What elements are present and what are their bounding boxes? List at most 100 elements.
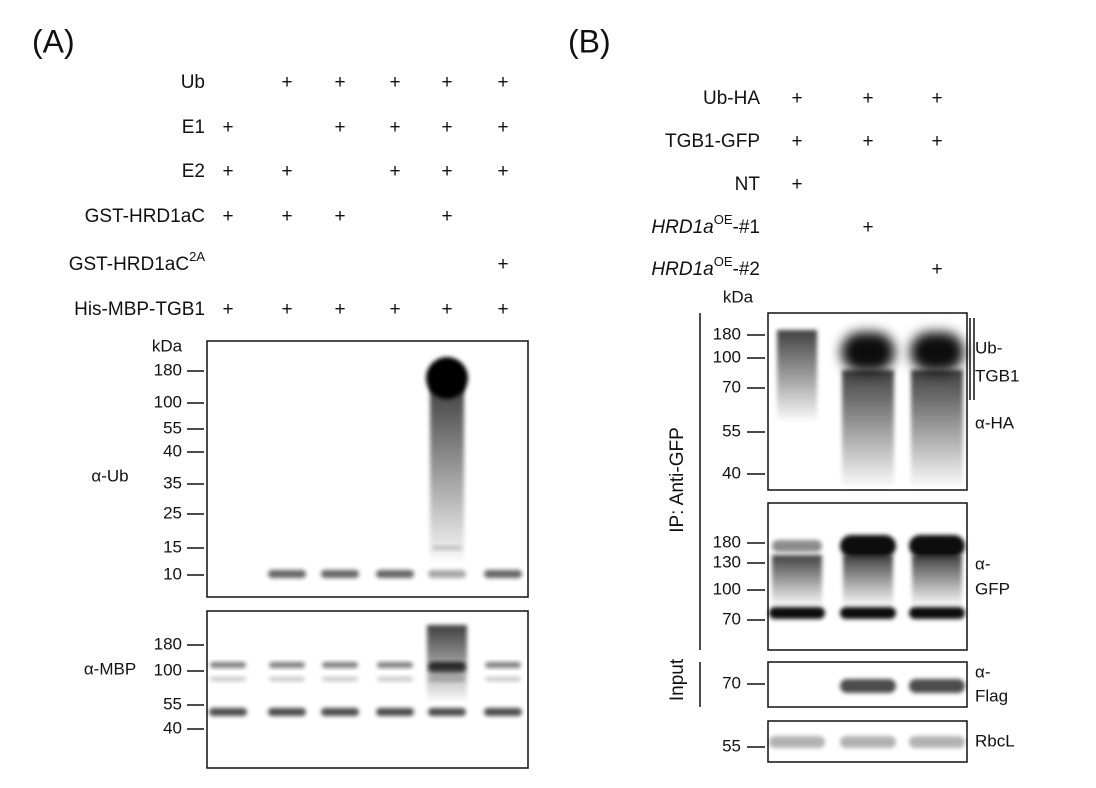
treatment-mark: + (281, 161, 292, 182)
treatment-mark: + (441, 117, 452, 138)
treatment-mark: + (931, 259, 942, 280)
marker-label: 70 (722, 609, 741, 628)
marker-label: 100 (713, 579, 741, 598)
antibody-label: GFP (975, 579, 1010, 598)
band (321, 708, 359, 716)
marker-label: 25 (163, 503, 182, 522)
band (268, 708, 306, 716)
treatment-mark: + (222, 299, 233, 320)
condition-label: NT (735, 174, 761, 195)
band (840, 607, 896, 619)
marker-label: 180 (713, 532, 741, 551)
condition-label: E2 (182, 161, 205, 182)
condition-label: His-MBP-TGB1 (74, 299, 205, 320)
treatment-mark: + (497, 254, 508, 275)
antibody-label: α-MBP (84, 659, 136, 678)
marker-label: 40 (163, 441, 182, 460)
band (485, 676, 521, 682)
condition-label: GST-HRD1aC (85, 206, 205, 227)
treatment-mark: + (497, 117, 508, 138)
condition-name: NT (735, 174, 761, 195)
marker-label: 55 (722, 421, 741, 440)
treatment-mark: + (389, 72, 400, 93)
band (269, 676, 305, 682)
treatment-mark: + (334, 117, 345, 138)
condition-name: Ub-HA (703, 88, 760, 109)
marker-label: 15 (163, 537, 182, 556)
band (322, 662, 358, 668)
band (377, 676, 413, 682)
treatment-mark: + (222, 117, 233, 138)
antibody-label: α- (975, 554, 991, 573)
band (769, 736, 825, 748)
band (376, 708, 414, 716)
treatment-mark: + (281, 72, 292, 93)
smear (427, 625, 467, 700)
treatment-mark: + (334, 72, 345, 93)
marker-label: 55 (163, 418, 182, 437)
condition-label: HRD1aOE-#1 (651, 212, 760, 238)
treatment-mark: + (441, 299, 452, 320)
band (432, 546, 462, 550)
superscript: 2A (189, 249, 205, 264)
kda-label: kDa (723, 287, 754, 306)
treatment-mark: + (281, 206, 292, 227)
condition-name: GST-HRD1aC (69, 254, 189, 275)
antibody-label: α-HA (975, 413, 1015, 432)
band (322, 676, 358, 682)
marker-label: 180 (713, 324, 741, 343)
treatment-mark: + (334, 206, 345, 227)
treatment-mark: + (791, 131, 802, 152)
band (377, 662, 413, 668)
band (426, 357, 468, 399)
treatment-mark: + (931, 88, 942, 109)
band (268, 570, 306, 578)
band (840, 535, 896, 557)
marker-label: 70 (722, 673, 741, 692)
condition-name: HRD1a (651, 217, 713, 238)
antibody-label: α-Ub (91, 466, 128, 485)
treatment-mark: + (389, 161, 400, 182)
marker-label: 40 (163, 718, 182, 737)
antibody-label: Flag (975, 686, 1008, 705)
smear (911, 370, 963, 485)
treatment-mark: + (441, 161, 452, 182)
group-label: IP: Anti-GFP (667, 427, 688, 533)
smear (843, 555, 893, 605)
band (321, 570, 359, 578)
band (428, 663, 466, 673)
band (269, 662, 305, 668)
condition-label: HRD1aOE-#2 (651, 254, 760, 280)
condition-label: TGB1-GFP (665, 131, 760, 152)
treatment-mark: + (497, 299, 508, 320)
treatment-mark: + (862, 131, 873, 152)
treatment-mark: + (497, 72, 508, 93)
smear (842, 370, 894, 485)
band (909, 736, 965, 748)
band (428, 708, 466, 716)
treatment-mark: + (334, 299, 345, 320)
treatment-mark: + (441, 206, 452, 227)
band (485, 662, 521, 668)
panel-label: (B) (568, 23, 611, 59)
condition-name: Ub (181, 72, 205, 93)
group-label: Input (667, 658, 688, 701)
antibody-label: α- (975, 662, 991, 681)
smear (912, 555, 962, 605)
treatment-mark: + (389, 299, 400, 320)
treatment-mark: + (441, 72, 452, 93)
condition-name: His-MBP-TGB1 (74, 299, 205, 320)
marker-label: 10 (163, 564, 182, 583)
condition-label: GST-HRD1aC2A (69, 249, 206, 275)
marker-label: 40 (722, 463, 741, 482)
condition-label: Ub (181, 72, 205, 93)
band (484, 570, 522, 578)
band (909, 607, 965, 619)
marker-label: 100 (713, 347, 741, 366)
condition-name: TGB1-GFP (665, 131, 760, 152)
marker-label: 100 (154, 660, 182, 679)
condition-name: E1 (182, 117, 205, 138)
marker-label: 100 (154, 392, 182, 411)
kda-label: kDa (152, 336, 183, 355)
